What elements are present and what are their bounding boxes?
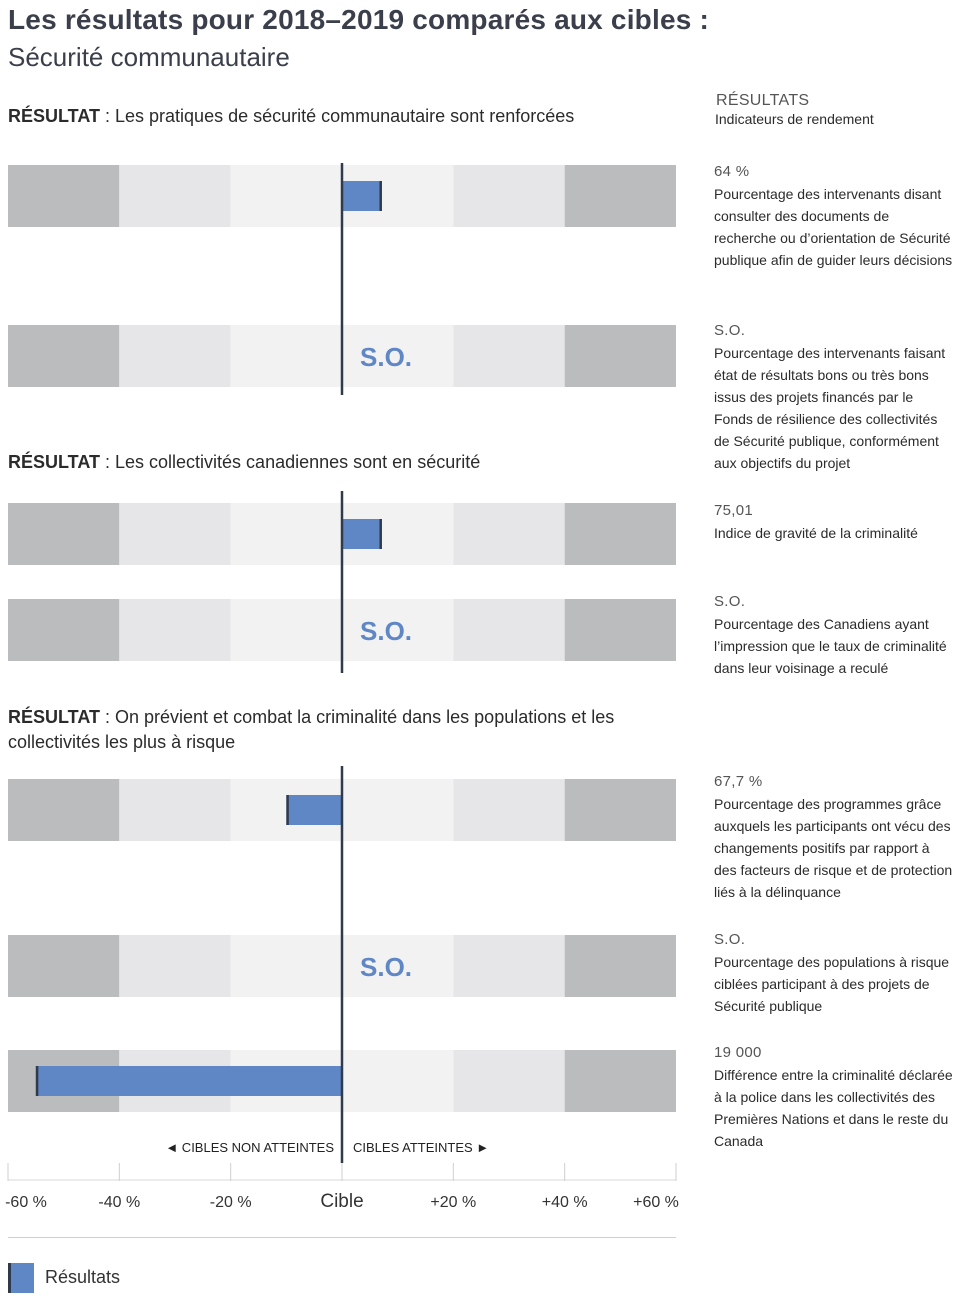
background-band (8, 165, 120, 227)
background-band (8, 599, 120, 661)
indicator-value: S.O. (714, 322, 746, 339)
background-band (119, 503, 231, 565)
background-band (230, 503, 342, 565)
x-tick-label: +60 % (633, 1194, 679, 1211)
x-tick-label: -20 % (210, 1194, 252, 1211)
result-bar (286, 795, 342, 825)
outcome-label: RÉSULTAT (8, 707, 100, 727)
background-band (230, 935, 342, 997)
indicator-7: 19 000 Différence entre la criminalité dé… (714, 1042, 954, 1152)
background-band (119, 935, 231, 997)
indicator-text: Indice de gravité de la criminalité (714, 525, 918, 541)
outcome-text: : Les collectivités canadiennes sont en … (100, 452, 481, 472)
result-bar (35, 1066, 342, 1096)
indicator-text: Pourcentage des Canadiens ayant l’impres… (714, 616, 947, 676)
background-band (342, 935, 454, 997)
background-band (119, 325, 231, 387)
background-band (342, 599, 454, 661)
background-band (564, 503, 676, 565)
background-band (230, 325, 342, 387)
result-bar (342, 181, 381, 211)
indicator-text: Pourcentage des intervenants disant cons… (714, 186, 953, 268)
indicator-text: Pourcentage des populations à risque cib… (714, 954, 950, 1014)
indicator-6: S.O. Pourcentage des populations à risque… (714, 929, 954, 1017)
indicator-1: 64 % Pourcentage des intervenants disant … (714, 161, 954, 271)
outcome-2: RÉSULTAT : Les collectivités canadiennes… (8, 450, 658, 475)
background-band (119, 779, 231, 841)
background-band (564, 165, 676, 227)
chart-title: Les résultats pour 2018–2019 comparés au… (8, 4, 710, 35)
legend-swatch (8, 1263, 34, 1293)
background-band (230, 165, 342, 227)
outcome-3: RÉSULTAT : On prévient et combat la crim… (8, 705, 648, 755)
legend-label: Résultats (45, 1267, 121, 1287)
background-band (119, 599, 231, 661)
background-band (564, 935, 676, 997)
result-bar (342, 519, 381, 549)
outcome-text: : Les pratiques de sécurité communautair… (100, 106, 575, 126)
x-tick-label: -60 % (5, 1194, 47, 1211)
x-tick-label: Cible (320, 1191, 363, 1212)
indicator-text: Pourcentage des programmes grâce auxquel… (714, 796, 953, 900)
background-band (564, 1050, 676, 1112)
outcome-label: RÉSULTAT (8, 106, 100, 126)
background-band (453, 779, 565, 841)
results-subheading: Indicateurs de rendement (715, 111, 874, 127)
background-band (8, 779, 120, 841)
indicator-value: S.O. (714, 931, 746, 948)
label-targets-met: CIBLES ATTEINTES ► (353, 1140, 489, 1155)
indicator-text: Différence entre la criminalité déclarée… (714, 1067, 953, 1149)
outcome-label: RÉSULTAT (8, 452, 100, 472)
results-heading: RÉSULTATS (716, 92, 810, 109)
bar-chart: S.O. S.O. S.O. ◄ CIBLES NON ATTEINTES CIBLES… (5, 163, 679, 1212)
chart-subtitle: Sécurité communautaire (8, 42, 290, 72)
na-label: S.O. (360, 342, 412, 372)
background-band (453, 599, 565, 661)
label-targets-not-met: ◄ CIBLES NON ATTEINTES (165, 1140, 334, 1155)
indicator-value: 75,01 (714, 502, 754, 519)
result-bar-end-cap (35, 1066, 39, 1096)
indicator-value: 19 000 (714, 1044, 762, 1061)
indicator-value: 67,7 % (714, 773, 763, 790)
result-bar-end-cap (379, 181, 382, 211)
background-band (453, 503, 565, 565)
background-band (564, 599, 676, 661)
indicator-5: 67,7 % Pourcentage des programmes grâce a… (714, 771, 954, 903)
indicator-value: 64 % (714, 163, 750, 180)
background-band (453, 165, 565, 227)
background-band (564, 325, 676, 387)
x-tick-label: +40 % (542, 1194, 588, 1211)
background-band (119, 165, 231, 227)
outcome-1: RÉSULTAT : Les pratiques de sécurité com… (8, 104, 658, 129)
background-band (8, 503, 120, 565)
na-label: S.O. (360, 616, 412, 646)
background-band (342, 325, 454, 387)
indicator-text: Pourcentage des intervenants faisant éta… (714, 345, 946, 471)
background-band (453, 325, 565, 387)
indicator-3: 75,01 Indice de gravité de la criminalité (714, 500, 954, 544)
background-band (8, 325, 120, 387)
background-band (342, 1050, 454, 1112)
legend-divider (8, 1237, 676, 1238)
x-tick-label: +20 % (430, 1194, 476, 1211)
background-band (342, 779, 454, 841)
result-bar-end-cap (286, 795, 289, 825)
background-band (453, 1050, 565, 1112)
na-label: S.O. (360, 952, 412, 982)
result-bar-end-cap (379, 519, 382, 549)
background-band (8, 935, 120, 997)
indicator-value: S.O. (714, 593, 746, 610)
indicator-2: S.O. Pourcentage des intervenants faisant… (714, 320, 954, 474)
background-band (230, 599, 342, 661)
x-tick-label: -40 % (98, 1194, 140, 1211)
background-band (564, 779, 676, 841)
outcome-text: : On prévient et combat la criminalité d… (8, 707, 615, 752)
indicator-4: S.O. Pourcentage des Canadiens ayant l’im… (714, 591, 954, 679)
background-band (453, 935, 565, 997)
